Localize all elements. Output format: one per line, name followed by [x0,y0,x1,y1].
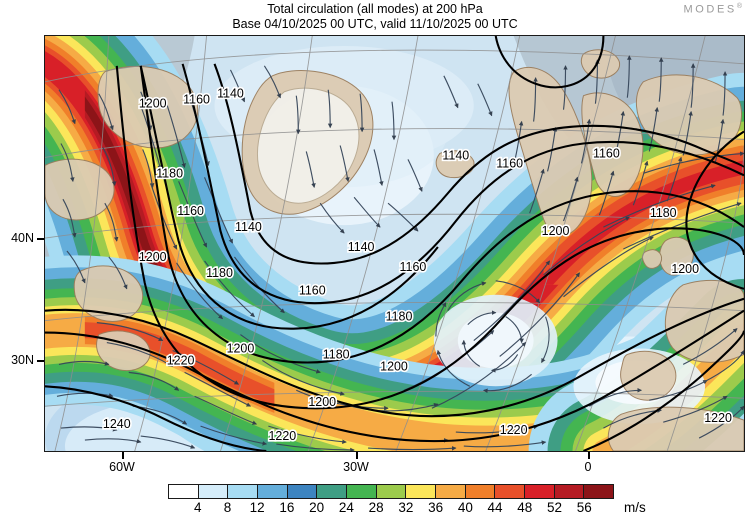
colorbar-swatch-14 [584,485,614,498]
colorbar[interactable]: 4 8 12 16 20 24 28 32 36 40 44 48 52 56 [168,484,614,515]
contour-label: 1160 [400,260,427,274]
contour-label: 1180 [386,310,413,324]
x-label-60w: 60W [109,460,135,474]
title-line-2: Base 04/10/2025 00 UTC, valid 11/10/2025… [232,17,518,31]
contour-label: 1140 [442,148,469,162]
colorbar-swatch-3 [258,485,288,498]
colorbar-units: m/s [624,500,646,515]
page-title: Total circulation (all modes) at 200 hPa… [0,2,750,32]
contour-label: 1160 [593,146,620,160]
contour-label: 1160 [177,204,204,218]
colorbar-swatch-9 [436,485,466,498]
colorbar-tick-44: 44 [487,500,503,515]
contour-label: 1140 [217,87,244,101]
contour-label: 1180 [156,166,183,180]
colorbar-swatch-4 [287,485,318,498]
contour-label: 1140 [348,240,375,254]
y-label-40n: 40N [11,231,34,245]
colorbar-tick-52: 52 [547,500,563,515]
colorbar-tick-20: 20 [309,500,325,515]
contour-label: 1180 [650,206,677,220]
colorbar-swatch-1 [198,485,229,498]
colorbar-tick-4: 4 [193,500,202,515]
contour-label: 1160 [299,284,326,298]
contour-label: 1200 [380,359,408,373]
weather-map-canvas: 1200 1160 1140 1180 1160 1140 1140 1140 1160 1160… [45,36,744,451]
x-label-0: 0 [584,460,592,474]
x-label-30w: 30W [343,460,369,474]
contour-label: 1200 [308,395,336,409]
contour-label: 1160 [183,93,210,107]
contour-label: 1200 [227,341,255,355]
contour-label: 1180 [206,266,233,280]
coastlines [45,49,744,451]
x-tick-0 [588,452,590,459]
colorbar-swatch-5 [317,485,348,498]
colorbar-tick-40: 40 [457,500,473,515]
contour-label: 1180 [323,347,350,361]
colorbar-swatch-12 [525,485,555,498]
y-tick-30n [37,360,44,362]
x-tick-60w [122,452,124,459]
contour-label: 1200 [671,262,699,276]
contour-label: 1140 [235,220,262,234]
colorbar-tick-36: 36 [428,500,444,515]
y-tick-40n [37,238,44,240]
colorbar-swatch-2 [228,485,259,498]
contour-label: 1220 [704,411,732,425]
contour-label: 1200 [542,224,570,238]
contour-label: 1200 [139,97,167,111]
modes-logo: MODES® [683,3,742,16]
y-label-30n: 30N [11,353,34,367]
colorbar-swatch-7 [376,485,407,498]
contour-label: 1200 [139,250,167,264]
colorbar-tick-24: 24 [338,500,354,515]
colorbar-swatch-8 [406,485,437,498]
brand-name: MODES [683,3,737,16]
colorbar-tick-8: 8 [223,500,232,515]
title-line-1: Total circulation (all modes) at 200 hPa [267,2,483,16]
colorbar-swatch-6 [347,485,377,498]
colorbar-tick-56: 56 [576,500,592,515]
map-plot-area[interactable]: 1200 1160 1140 1180 1160 1140 1140 1140 1160 1160… [44,35,745,452]
colorbar-swatches[interactable] [168,484,614,499]
colorbar-tick-12: 12 [249,500,265,515]
colorbar-swatch-10 [465,485,496,498]
contour-label: 1240 [103,417,131,431]
colorbar-swatch-13 [554,485,585,498]
colorbar-tick-48: 48 [517,500,533,515]
contour-label: 1220 [500,423,528,437]
colorbar-swatch-0 [169,485,199,498]
colorbar-tick-16: 16 [279,500,295,515]
registered-mark: ® [736,3,742,10]
contour-label: 1220 [167,353,195,367]
contour-label: 1220 [268,429,296,443]
contour-label-group: 1200 1160 1140 1180 1160 1140 1140 1140 1160 1160… [101,85,733,445]
height-contours [45,36,744,451]
contour-label: 1160 [496,156,523,170]
colorbar-tick-32: 32 [398,500,414,515]
x-tick-30w [356,452,358,459]
colorbar-swatch-11 [495,485,526,498]
colorbar-tick-28: 28 [368,500,384,515]
